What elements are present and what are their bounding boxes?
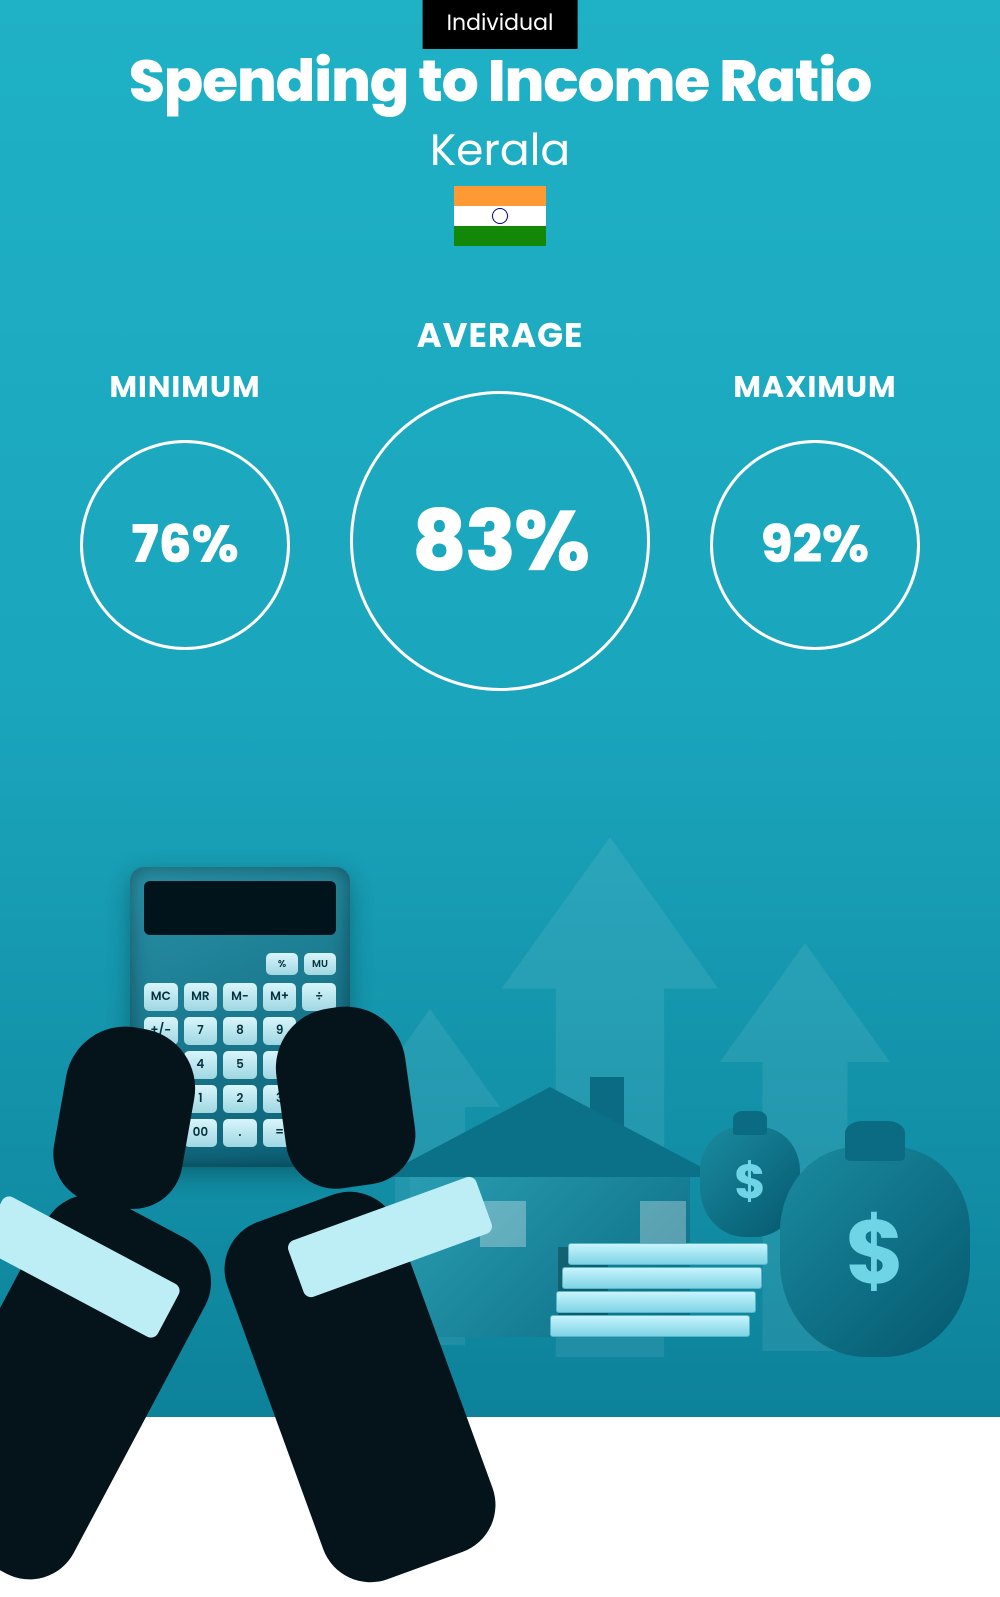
stat-average-value: 83% — [412, 479, 588, 604]
house-door — [558, 1247, 608, 1337]
calculator-key: MR — [184, 983, 218, 1011]
hands-holding-calculator: % MU MC MR M- M+ ÷ +/- 7 8 9 × ► 4 5 — [0, 857, 520, 1417]
shirt-cuff — [286, 1175, 494, 1300]
house-roof — [380, 1087, 720, 1177]
flag-green-stripe — [454, 226, 546, 246]
bottom-illustration: $ $ % MU MC MR M- M+ ÷ — [0, 767, 1000, 1417]
calculator-key: 1 — [184, 1085, 218, 1113]
calculator-key: = — [263, 1119, 297, 1147]
calculator-key: 2 — [223, 1085, 257, 1113]
stats-row: MINIMUM 76% AVERAGE 83% MAXIMUM 92% — [0, 310, 1000, 691]
calculator-key: 00 — [184, 1119, 218, 1147]
money-bag-icon: $ — [780, 1147, 970, 1357]
stat-average-circle: 83% — [350, 391, 650, 691]
calculator-key: . — [223, 1119, 257, 1147]
calculator-key: 6 — [263, 1051, 297, 1079]
house-body — [410, 1177, 690, 1337]
calculator-key: + — [302, 1085, 336, 1113]
calculator-top-row: % MU — [144, 953, 336, 975]
shirt-cuff — [0, 1194, 182, 1341]
forearm-right — [210, 1178, 509, 1597]
calculator-key: 4 — [184, 1051, 218, 1079]
calculator-key: ÷ — [302, 983, 336, 1011]
stat-average-label: AVERAGE — [417, 310, 584, 361]
calculator-key: M- — [223, 983, 257, 1011]
house-icon — [380, 1077, 720, 1337]
arrow-up-icon — [720, 937, 890, 1357]
stat-maximum: MAXIMUM 92% — [710, 310, 920, 650]
stat-maximum-circle: 92% — [710, 440, 920, 650]
stat-minimum-label: MINIMUM — [109, 364, 260, 410]
calculator-key: MC — [144, 983, 178, 1011]
calculator-keypad: MC MR M- M+ ÷ +/- 7 8 9 × ► 4 5 6 − C/A — [144, 983, 336, 1147]
arrow-up-icon — [360, 997, 500, 1357]
stat-average: AVERAGE 83% — [350, 310, 650, 691]
forearm-left — [0, 1177, 229, 1597]
hand-left — [45, 1017, 204, 1217]
stat-minimum-value: 76% — [131, 506, 238, 584]
region-subtitle: Kerala — [0, 118, 1000, 183]
stat-maximum-label: MAXIMUM — [733, 364, 896, 410]
calculator-key: 5 — [223, 1051, 257, 1079]
calculator-key: C/A — [144, 1085, 178, 1113]
calculator-key: 7 — [184, 1017, 218, 1045]
ashoka-chakra-icon — [492, 208, 508, 224]
dollar-sign-icon: $ — [734, 1146, 766, 1218]
stat-maximum-value: 92% — [761, 506, 869, 584]
cash-stack-icon — [550, 1227, 770, 1337]
calculator-key: M+ — [263, 983, 297, 1011]
calculator-key: 3 — [263, 1085, 297, 1113]
calculator-key: +/- — [144, 1017, 178, 1045]
calculator-key: − — [302, 1051, 336, 1079]
house-window — [640, 1201, 686, 1247]
calculator-key: × — [302, 1017, 336, 1045]
india-flag-icon — [454, 186, 546, 246]
stat-minimum-circle: 76% — [80, 440, 290, 650]
badge-text: Individual — [447, 7, 554, 38]
calculator-key: ► — [144, 1051, 178, 1079]
page-title: Spending to Income Ratio — [0, 38, 1000, 125]
calculator-key: 8 — [223, 1017, 257, 1045]
calculator-key: 0 — [144, 1119, 178, 1147]
house-chimney — [590, 1077, 624, 1127]
stat-minimum: MINIMUM 76% — [80, 310, 290, 650]
arrow-up-icon — [500, 837, 720, 1357]
hand-right — [268, 999, 422, 1195]
calculator-key: = — [302, 1119, 336, 1147]
calculator-key: MU — [304, 953, 336, 975]
calculator-icon: % MU MC MR M- M+ ÷ +/- 7 8 9 × ► 4 5 — [130, 867, 350, 1167]
calculator-key: 9 — [263, 1017, 297, 1045]
flag-white-stripe — [454, 206, 546, 226]
infographic-canvas: Individual Spending to Income Ratio Kera… — [0, 0, 1000, 1417]
flag-saffron-stripe — [454, 186, 546, 206]
calculator-key: % — [266, 953, 298, 975]
house-window — [480, 1201, 526, 1247]
calculator-screen — [144, 881, 336, 935]
money-bag-icon: $ — [700, 1127, 800, 1237]
dollar-sign-icon: $ — [845, 1184, 904, 1320]
